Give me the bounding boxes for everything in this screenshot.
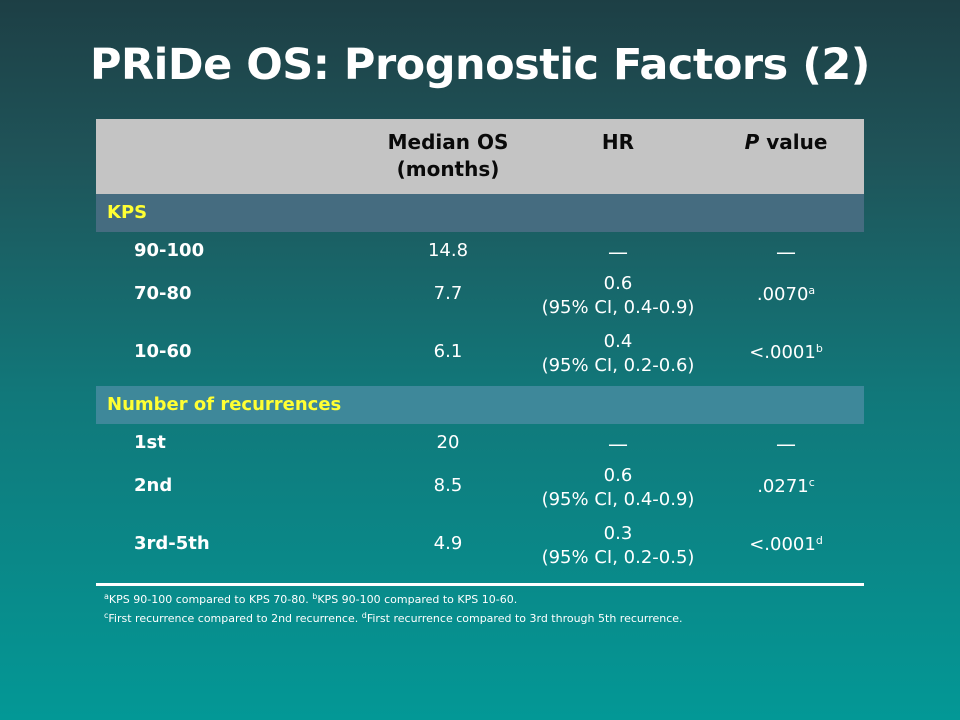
p-value: .0271c <box>708 476 864 497</box>
footnote-b: KPS 90-100 compared to KPS 10-60. <box>317 593 518 606</box>
footnote-mark: c <box>808 476 815 489</box>
hr-value: 0.3 (95% CI, 0.2-0.5) <box>528 522 708 570</box>
hr-ci: (95% CI, 0.4-0.9) <box>541 489 695 510</box>
median-os-value: 7.7 <box>433 283 463 304</box>
row-label: 70-80 <box>134 283 192 304</box>
row-label: 1st <box>134 432 166 453</box>
table-row: 2nd 8.5 0.6 (95% CI, 0.4-0.9) .0271c <box>96 462 864 520</box>
hr-ci: (95% CI, 0.2-0.5) <box>541 547 695 568</box>
hr-estimate: 0.3 <box>603 523 633 544</box>
footnote-c: First recurrence compared to 2nd recurre… <box>108 612 362 625</box>
header-p-rest: value <box>759 130 828 154</box>
footnote-mark: d <box>815 534 823 547</box>
footnote-mark-a: a <box>104 592 109 601</box>
median-os-value: 8.5 <box>433 475 463 496</box>
hr-value: 0.6 (95% CI, 0.4-0.9) <box>528 272 708 320</box>
table-row: 10-60 6.1 0.4 (95% CI, 0.2-0.6) <.0001b <box>96 328 864 386</box>
p-value: <.0001d <box>708 534 864 555</box>
header-median-os-label: Median OS <box>387 130 509 154</box>
table-bottom-rule <box>96 583 864 586</box>
footnote-mark-b: b <box>312 592 318 601</box>
p-number: .0271 <box>757 476 809 497</box>
footnote-mark-d: d <box>361 611 367 620</box>
row-label: 3rd-5th <box>134 533 210 554</box>
hr-value: — <box>608 240 628 264</box>
header-p-italic: P <box>744 130 760 154</box>
p-value: — <box>776 432 796 456</box>
header-hr: HR <box>601 130 635 154</box>
hr-estimate: 0.6 <box>603 465 633 486</box>
slide-title: PRiDe OS: Prognostic Factors (2) <box>90 40 870 90</box>
hr-ci: (95% CI, 0.2-0.6) <box>541 355 695 376</box>
hr-ci: (95% CI, 0.4-0.9) <box>541 297 695 318</box>
median-os-value: 6.1 <box>433 341 463 362</box>
footnote-a: KPS 90-100 compared to KPS 70-80. <box>108 593 313 606</box>
footnotes: aKPS 90-100 compared to KPS 70-80. bKPS … <box>104 589 683 627</box>
footnote-d: First recurrence compared to 3rd through… <box>366 612 683 625</box>
footnote-mark: a <box>808 284 816 297</box>
table-row: 70-80 7.7 0.6 (95% CI, 0.4-0.9) .0070a <box>96 270 864 328</box>
footnote-mark-c: c <box>104 611 109 620</box>
table-row: 1st 20 — — <box>96 424 864 462</box>
prognostic-factors-table: Median OS (months) HR P value KPS 90-100… <box>96 119 864 586</box>
table-row: 3rd-5th 4.9 0.3 (95% CI, 0.2-0.5) <.0001d <box>96 520 864 578</box>
hr-estimate: 0.4 <box>603 331 633 352</box>
table-row: 90-100 14.8 — — <box>96 232 864 270</box>
section-number-of-recurrences: Number of recurrences <box>96 386 864 424</box>
footnote-line-1: aKPS 90-100 compared to KPS 70-80. bKPS … <box>104 589 683 608</box>
p-value: <.0001b <box>708 342 864 363</box>
table-header: Median OS (months) HR P value <box>96 119 864 194</box>
row-label: 2nd <box>134 475 173 496</box>
hr-value: 0.4 (95% CI, 0.2-0.6) <box>528 330 708 378</box>
median-os-value: 4.9 <box>433 533 463 554</box>
header-median-os-unit: (months) <box>396 157 500 181</box>
p-value: — <box>776 240 796 264</box>
hr-value: — <box>608 432 628 456</box>
footnote-line-2: cFirst recurrence compared to 2nd recurr… <box>104 608 683 627</box>
footnote-mark: b <box>815 342 823 355</box>
header-median-os: Median OS (months) <box>368 129 528 183</box>
p-value: .0070a <box>708 284 864 305</box>
section-kps: KPS <box>96 194 864 232</box>
median-os-value: 14.8 <box>427 240 469 261</box>
header-p-value: P value <box>708 129 864 156</box>
p-number: .0070 <box>756 284 809 305</box>
p-number: <.0001 <box>749 534 816 555</box>
hr-value: 0.6 (95% CI, 0.4-0.9) <box>528 464 708 512</box>
row-label: 10-60 <box>134 341 192 362</box>
median-os-value: 20 <box>436 432 460 453</box>
hr-estimate: 0.6 <box>603 273 633 294</box>
row-label: 90-100 <box>134 240 205 261</box>
p-number: <.0001 <box>749 342 816 363</box>
